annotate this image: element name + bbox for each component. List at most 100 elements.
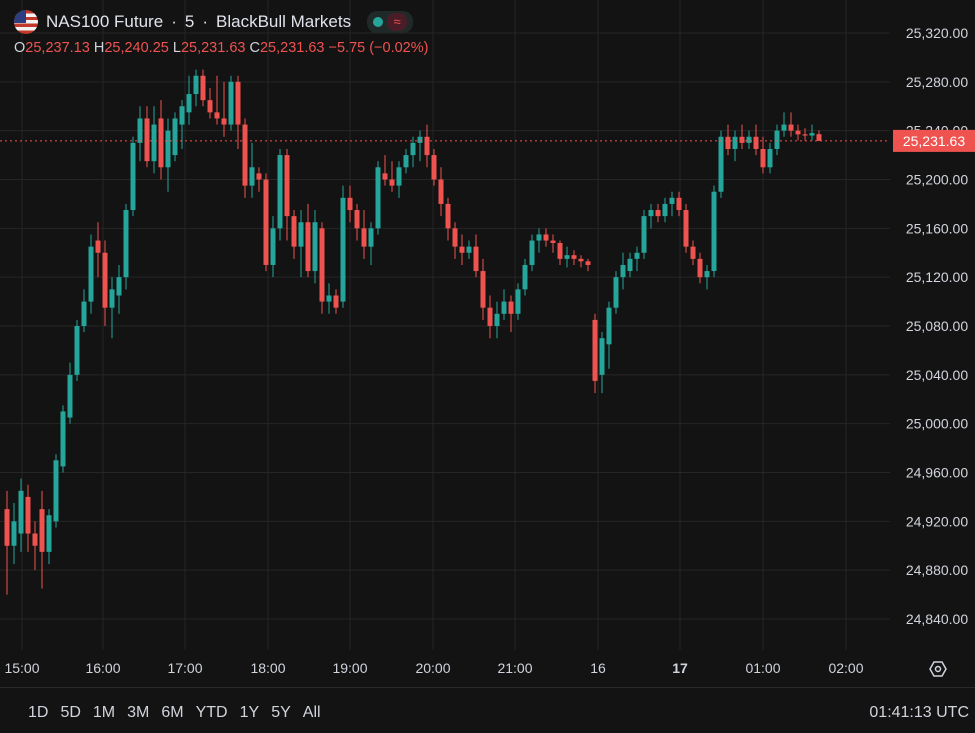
candle [466,240,472,259]
candle-body [214,112,220,119]
open-label: O [14,40,26,56]
candle [459,234,465,265]
candle [158,100,164,180]
candle-body [25,496,31,534]
candle [25,484,31,552]
y-tick-label: 25,160.00 [906,220,968,236]
candle-body [123,210,129,278]
candle-body [221,118,227,125]
candle [256,167,262,192]
candle-body [704,271,710,278]
candle-body [641,216,647,253]
candle [704,264,710,290]
candle-body [389,179,395,186]
y-tick-label: 24,840.00 [906,611,968,627]
candle [445,197,451,241]
candle-body [774,130,780,149]
candle [774,124,780,156]
range-button-1y[interactable]: 1Y [239,704,260,721]
candle [529,234,535,272]
candle [11,503,17,565]
ohlc-readout: O25,237.13 H25,240.25 L25,231.63 C25,231… [14,40,428,56]
utc-clock[interactable]: 01:41:13 UTC [869,704,969,721]
candle-body [746,136,752,143]
x-tick-label: 02:00 [828,660,863,676]
separator-dot-2: · [202,12,208,31]
candle-body [60,411,66,467]
candle-body [340,197,346,302]
candle-body [466,246,472,253]
y-tick-label: 25,280.00 [906,74,968,90]
candle-body [186,94,192,113]
candle-body [697,258,703,278]
candle [753,124,759,156]
candle-body [802,134,808,136]
candle [137,106,143,162]
range-button-all[interactable]: All [302,704,321,721]
candle [627,252,633,278]
candle [39,490,45,589]
candle [200,69,206,107]
candle-body [585,261,591,265]
candle-body [620,264,626,278]
candle-body [543,234,549,241]
x-tick-label: 21:00 [497,660,532,676]
candle [298,210,304,278]
market-status-pill[interactable]: ≈ [367,11,414,33]
candle-body [382,173,388,180]
symbol-name[interactable]: NAS100 Future [46,12,164,31]
candle-body [410,142,416,156]
candle [109,277,115,339]
candle [795,124,801,141]
candle [88,234,94,314]
candle [319,222,325,314]
candle-body [200,75,206,101]
x-tick-label: 18:00 [250,660,285,676]
candle [592,313,598,394]
candle [564,246,570,268]
candle-body [529,240,535,265]
candle [172,112,178,162]
candle-body [144,118,150,162]
candle [802,128,808,141]
range-button-1m[interactable]: 1M [92,704,116,721]
candle-body [515,289,521,314]
range-button-1d[interactable]: 1D [28,704,49,721]
candle [53,454,59,528]
us-flag-icon [14,10,38,34]
candle [508,295,514,333]
x-tick-label: 20:00 [415,660,450,676]
candle-body [242,124,248,186]
candle [249,142,255,198]
candle [417,130,423,162]
candle-body [557,242,563,259]
candle-body [550,240,556,243]
chart-legend: NAS100 Future · 5 · BlackBull Markets ≈ [14,10,414,34]
candle [809,124,815,141]
range-button-6m[interactable]: 6M [161,704,184,721]
settings-gear-icon[interactable] [929,660,947,678]
candle-body [228,81,234,125]
time-axis: 15:00 16:00 17:00 18:00 19:00 20:00 21:00 16 17 0… [4,660,863,676]
range-button-5d[interactable]: 5D [60,704,81,721]
candlestick-chart[interactable]: 24,840.00 24,880.00 24,920.00 24,960.00 25,0… [0,0,975,687]
low-value: 25,231.63 [180,40,246,56]
candle [816,130,822,141]
interval-label[interactable]: 5 [184,12,195,31]
candle-body [473,246,479,272]
range-button-5y[interactable]: 5Y [271,704,291,721]
candle-body [4,509,10,546]
range-button-ytd[interactable]: YTD [195,704,228,721]
x-tick-label: 15:00 [4,660,39,676]
candle [697,252,703,284]
candle [81,289,87,333]
candle [494,301,500,339]
candle-body [711,191,717,272]
range-button-3m[interactable]: 3M [127,704,150,721]
candle-body [739,136,745,143]
candle [648,203,654,229]
candle [60,405,66,473]
candle-body [256,173,262,180]
candle [732,130,738,162]
candle-body [494,313,500,326]
